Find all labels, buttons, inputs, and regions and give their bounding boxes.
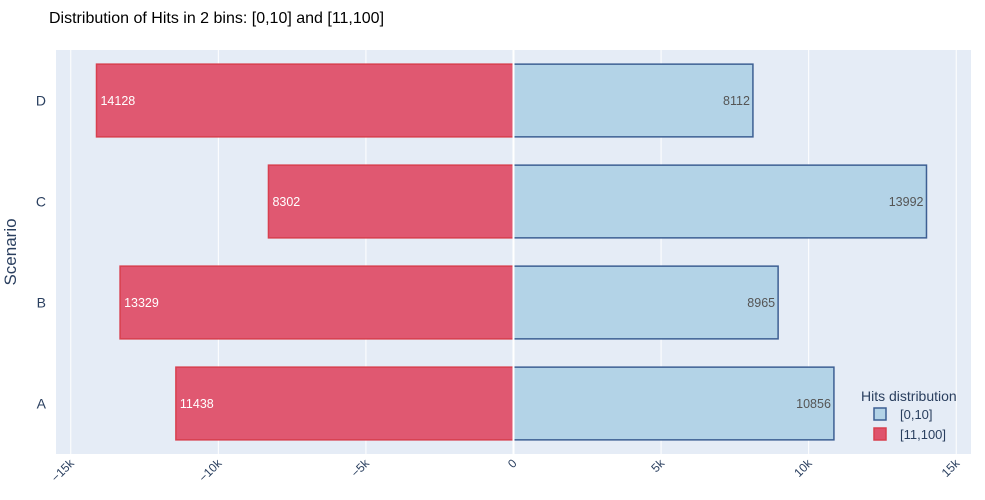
- x-tick-label: 15k: [939, 456, 963, 480]
- y-tick-label: C: [36, 194, 46, 210]
- legend-swatch: [873, 407, 887, 421]
- data-label: 13992: [889, 195, 924, 209]
- legend-swatch: [873, 427, 887, 441]
- bar-high-b: [119, 265, 515, 340]
- x-tick-label: 5k: [648, 456, 668, 476]
- y-tick-label: D: [36, 93, 46, 109]
- y-axis-title: Scenario: [1, 218, 20, 285]
- legend-title: Hits distribution: [861, 388, 957, 404]
- y-tick-label: A: [37, 396, 47, 412]
- bar-high-c: [267, 164, 515, 239]
- bar-high-a: [175, 366, 515, 441]
- legend-item-label: [0,10]: [900, 407, 933, 422]
- x-tick-label: −15k: [48, 456, 77, 485]
- x-axis-ticks: −15k −10k −5k 0 5k 10k 15k: [48, 456, 963, 485]
- data-labels: 10856 8965 13992 8112 11438 13329 8302 14128: [100, 94, 923, 411]
- x-tick-label: −10k: [196, 456, 225, 485]
- data-label: 13329: [124, 296, 159, 310]
- bar-low-a: [512, 366, 835, 441]
- data-label: 8302: [272, 195, 300, 209]
- data-label: 14128: [100, 94, 135, 108]
- x-tick-label: 10k: [791, 456, 815, 480]
- legend-item-label: [11,100]: [900, 427, 946, 442]
- y-axis-ticks: A B C D: [36, 93, 47, 412]
- data-label: 11438: [180, 397, 214, 411]
- bar-high-d: [95, 63, 515, 138]
- data-label: 8965: [747, 296, 775, 310]
- bars: [95, 63, 928, 441]
- data-label: 8112: [723, 94, 750, 108]
- bar-low-d: [512, 63, 754, 138]
- legend[interactable]: Hits distribution [0,10] [11,100]: [861, 388, 957, 442]
- data-label: 10856: [796, 397, 831, 411]
- bar-low-b: [512, 265, 779, 340]
- x-tick-label: 0: [505, 456, 520, 471]
- y-tick-label: B: [37, 295, 46, 311]
- chart-title: Distribution of Hits in 2 bins: [0,10] a…: [49, 10, 385, 27]
- bar-low-c: [512, 164, 928, 239]
- x-tick-label: −5k: [348, 456, 373, 481]
